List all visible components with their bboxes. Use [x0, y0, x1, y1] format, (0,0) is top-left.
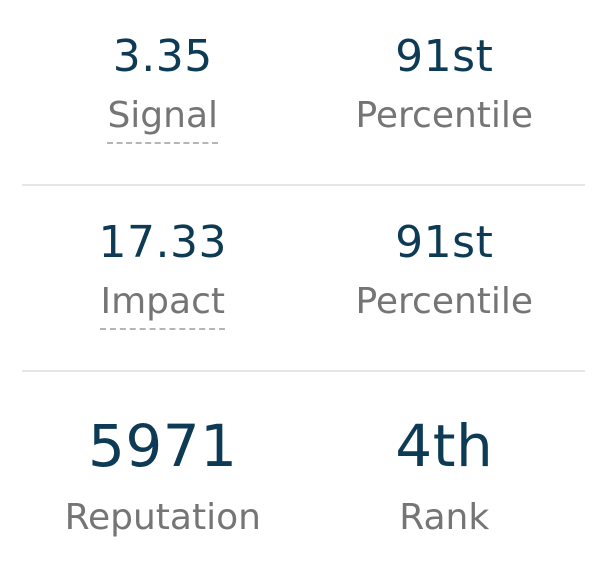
impact-percentile-stat: 91st Percentile [304, 186, 586, 370]
reputation-value: 5971 [87, 412, 238, 480]
stats-panel: 3.35 Signal 91st Percentile 17.33 Impact… [22, 0, 585, 585]
signal-percentile-value: 91st [395, 31, 494, 82]
rank-stat: 4th Rank [304, 372, 586, 585]
rank-value: 4th [395, 412, 494, 480]
impact-label[interactable]: Impact [100, 280, 225, 330]
reputation-stat: 5971 Reputation [22, 372, 304, 585]
impact-value: 17.33 [98, 217, 227, 268]
signal-percentile-label: Percentile [355, 95, 534, 136]
impact-stat: 17.33 Impact [22, 186, 304, 370]
impact-percentile-label: Percentile [355, 281, 534, 322]
reputation-label: Reputation [64, 497, 261, 538]
impact-percentile-value: 91st [395, 217, 494, 268]
rank-label: Rank [399, 497, 490, 538]
signal-value: 3.35 [112, 31, 213, 82]
signal-row: 3.35 Signal 91st Percentile [22, 0, 585, 186]
impact-row: 17.33 Impact 91st Percentile [22, 186, 585, 372]
signal-label[interactable]: Signal [107, 94, 219, 144]
reputation-row: 5971 Reputation 4th Rank [22, 372, 585, 585]
signal-stat: 3.35 Signal [22, 0, 304, 144]
signal-percentile-stat: 91st Percentile [304, 0, 586, 138]
